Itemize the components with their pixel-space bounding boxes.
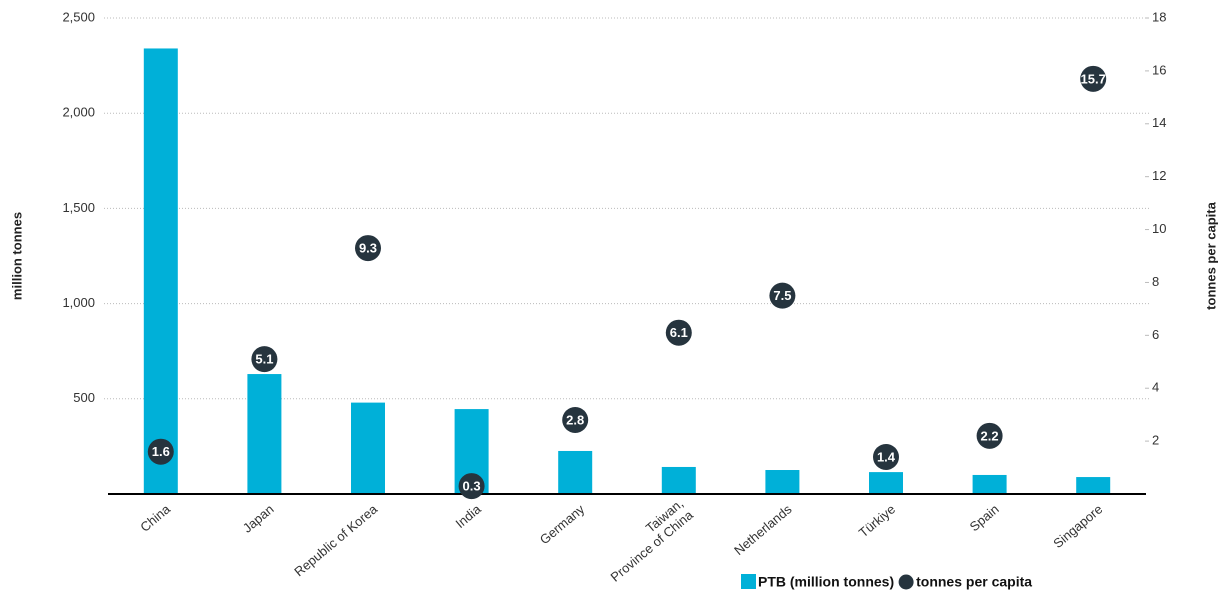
x-tick-label: Netherlands [731, 501, 795, 558]
legend-swatch [898, 574, 914, 590]
dot-label: 6.1 [670, 325, 688, 340]
dot-label: 5.1 [255, 352, 273, 367]
bar [558, 450, 593, 494]
y2-tick-label: 10 [1152, 221, 1166, 236]
dot [355, 235, 381, 262]
y-tick-label: 1,000 [62, 295, 95, 310]
dot [251, 346, 278, 373]
y2-tick-label: 16 [1152, 62, 1166, 77]
dot-label: 0.3 [463, 479, 481, 494]
x-tick-label: Singapore [1050, 501, 1105, 551]
dot-label: 2.8 [566, 412, 584, 427]
x-tick-label: Türkiye [856, 501, 898, 540]
dot-label: 15.7 [1081, 71, 1106, 86]
x-tick-label: Germany [537, 501, 588, 547]
bar [765, 470, 800, 494]
y2-tick-label: 6 [1152, 327, 1159, 342]
x-tick-label: China [137, 501, 173, 535]
y2-tick-label: 8 [1152, 274, 1159, 289]
bar [661, 466, 696, 494]
bar [247, 374, 282, 494]
y-tick-label: 500 [73, 390, 95, 405]
dot [976, 422, 1003, 449]
x-tick-label: Spain [967, 501, 1002, 534]
dot [458, 473, 485, 500]
dot [147, 438, 174, 465]
x-tick-label: Republic of Korea [291, 501, 380, 579]
y-tick-label: 2,000 [62, 105, 95, 120]
x-tick-label: Taiwan,Province of China [598, 496, 696, 585]
legend-swatch [741, 574, 756, 589]
dot-label: 1.4 [877, 449, 896, 464]
dot-label: 9.3 [359, 241, 377, 256]
y2-tick-label: 4 [1152, 380, 1159, 395]
dot-label: 7.5 [773, 288, 791, 303]
x-tick-label: Japan [240, 501, 277, 535]
y2-axis-title: tonnes per capita [1203, 201, 1218, 309]
y-tick-label: 2,500 [62, 9, 95, 24]
bar [1076, 477, 1111, 494]
dot [769, 282, 796, 309]
dot [873, 443, 899, 470]
y2-tick-label: 14 [1152, 115, 1166, 130]
y2-tick-label: 18 [1152, 9, 1166, 24]
bar [351, 402, 385, 494]
y2-tick-label: 2 [1152, 433, 1159, 448]
bar [972, 474, 1007, 494]
dot [1080, 65, 1107, 92]
y2-tick-label: 12 [1152, 168, 1166, 183]
dot [562, 406, 589, 433]
dot-label: 2.2 [981, 428, 999, 443]
x-tick-label: India [452, 501, 484, 531]
legend-label: PTB (million tonnes) [758, 574, 894, 590]
y-axis-title: million tonnes [9, 212, 24, 300]
bar [143, 48, 178, 495]
dot-label: 1.6 [152, 444, 170, 459]
legend-label: tonnes per capita [916, 574, 1032, 590]
dot [665, 319, 692, 346]
y-tick-label: 1,500 [62, 200, 95, 215]
bar [869, 472, 903, 494]
